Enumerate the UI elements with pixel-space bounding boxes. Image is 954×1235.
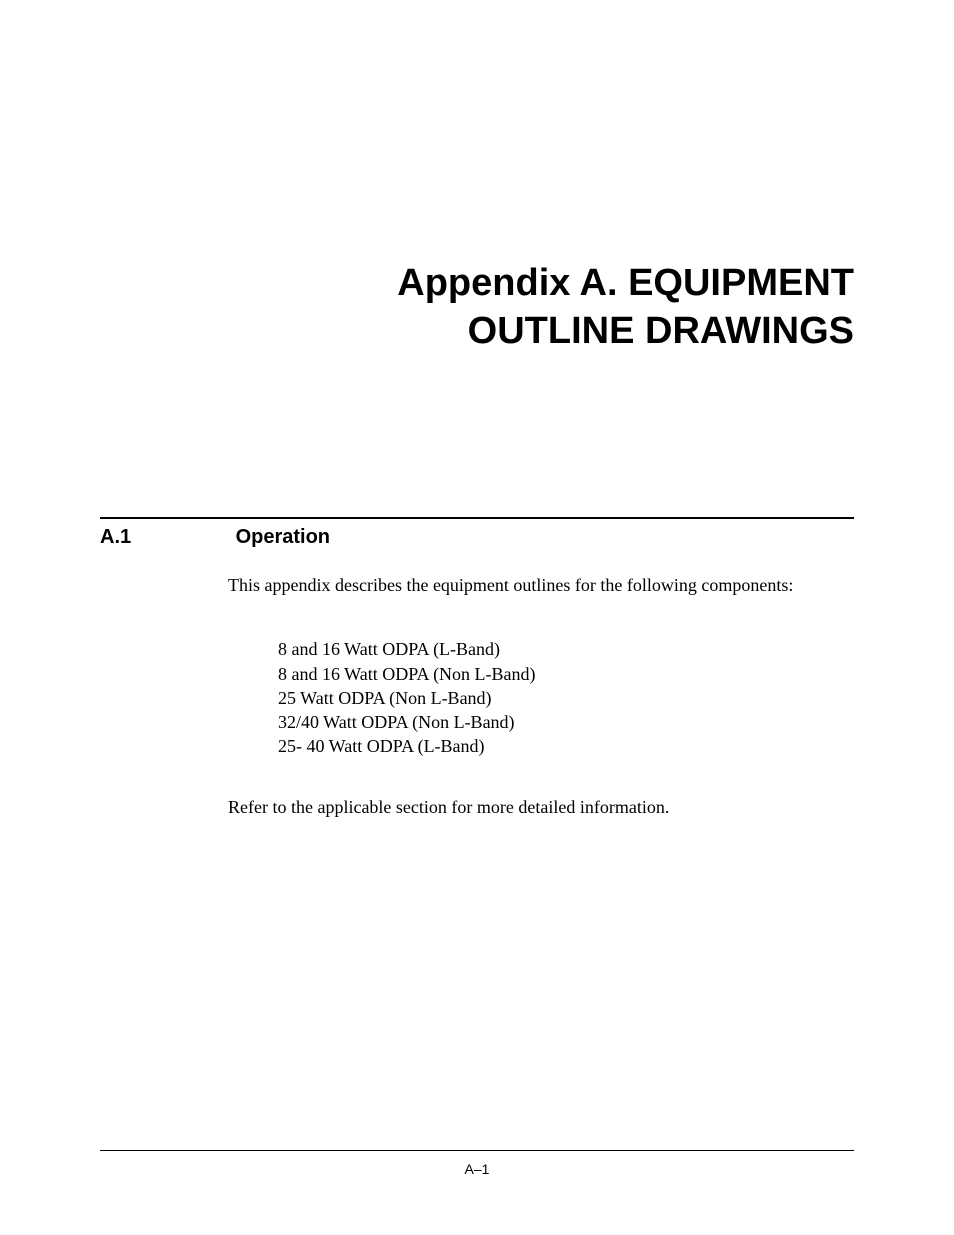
list-item: 25- 40 Watt ODPA (L-Band) [278, 734, 854, 758]
component-list: 8 and 16 Watt ODPA (L-Band) 8 and 16 Wat… [228, 637, 854, 758]
list-item: 8 and 16 Watt ODPA (L-Band) [278, 637, 854, 661]
intro-paragraph: This appendix describes the equipment ou… [228, 573, 854, 597]
section-title: Operation [236, 526, 330, 548]
page-number: A–1 [0, 1161, 954, 1177]
list-item: 25 Watt ODPA (Non L-Band) [278, 686, 854, 710]
title-line-1: Appendix A. EQUIPMENT [397, 262, 854, 304]
section-divider [100, 517, 854, 519]
appendix-title: Appendix A. EQUIPMENT OUTLINE DRAWINGS [100, 260, 854, 355]
closing-paragraph: Refer to the applicable section for more… [228, 795, 854, 819]
body-text: This appendix describes the equipment ou… [228, 573, 854, 819]
title-line-2: OUTLINE DRAWINGS [468, 310, 854, 352]
page: Appendix A. EQUIPMENT OUTLINE DRAWINGS A… [0, 0, 954, 1235]
list-item: 32/40 Watt ODPA (Non L-Band) [278, 710, 854, 734]
section-heading: A.1 Operation [100, 526, 854, 549]
footer-divider [100, 1150, 854, 1151]
section-number: A.1 [100, 526, 230, 549]
list-item: 8 and 16 Watt ODPA (Non L-Band) [278, 662, 854, 686]
